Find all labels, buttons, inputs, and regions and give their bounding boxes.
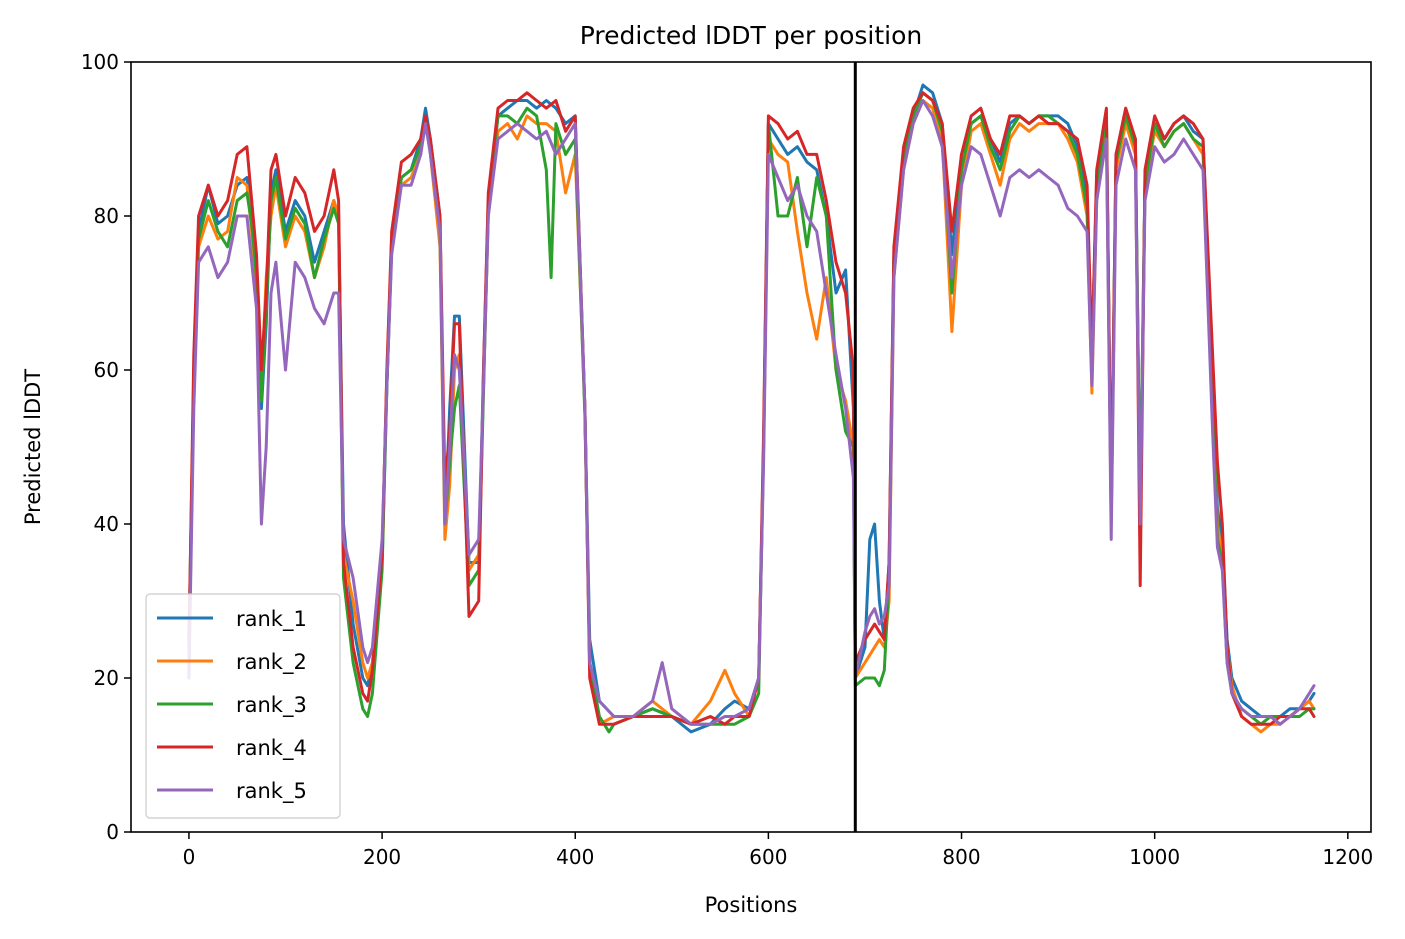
legend-label-rank-5: rank_5 xyxy=(236,779,307,804)
x-tick-label: 600 xyxy=(749,845,787,869)
x-axis-title: Positions xyxy=(705,893,798,917)
series-line-rank-4 xyxy=(187,91,1316,726)
legend-label-rank-3: rank_3 xyxy=(236,693,307,718)
x-tick-label: 1200 xyxy=(1322,845,1373,869)
y-tick-label: 100 xyxy=(81,50,119,74)
y-axis-title: Predicted lDDT xyxy=(21,369,45,525)
x-tick-label: 400 xyxy=(556,845,594,869)
y-tick-label: 0 xyxy=(106,820,119,844)
y-tick-label: 80 xyxy=(94,204,119,228)
x-tick-label: 200 xyxy=(363,845,401,869)
plot-frame xyxy=(130,61,1372,833)
legend-label-rank-4: rank_4 xyxy=(236,736,307,761)
legend-label-rank-2: rank_2 xyxy=(236,650,307,675)
legend: rank_1 rank_2 rank_3 rank_4 rank_5 xyxy=(145,593,341,819)
x-tick-label: 1000 xyxy=(1129,845,1180,869)
series-layer xyxy=(187,83,1316,734)
plot-area xyxy=(187,62,1316,832)
x-tick-label: 800 xyxy=(942,845,980,869)
series-line-rank-5 xyxy=(187,99,1316,726)
legend-label-rank-1: rank_1 xyxy=(236,607,307,632)
x-axis: 0 200 400 600 800 1000 1200 xyxy=(183,832,1373,869)
legend-box xyxy=(145,593,341,819)
y-axis: 0 20 40 60 80 100 xyxy=(81,50,131,844)
x-tick-label: 0 xyxy=(183,845,196,869)
y-tick-label: 40 xyxy=(94,512,119,536)
y-tick-label: 20 xyxy=(94,666,119,690)
chart-title: Predicted lDDT per position xyxy=(580,21,922,50)
y-tick-label: 60 xyxy=(94,358,119,382)
